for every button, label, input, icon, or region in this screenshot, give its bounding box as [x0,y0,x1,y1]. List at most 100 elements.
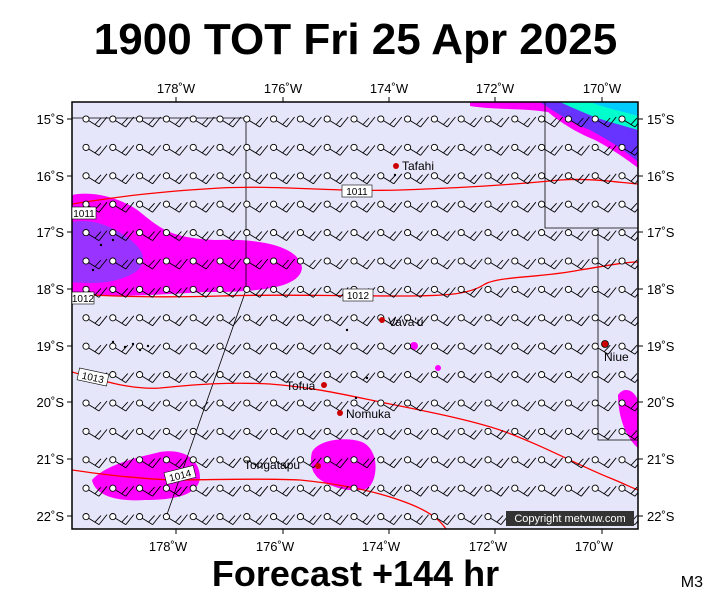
wind-barb-icon [243,257,269,270]
wind-barb-icon [136,342,161,355]
island-dots [91,173,397,400]
wind-barb-icon [296,257,322,270]
lat-label-left-20s: 20˚S [37,395,65,410]
wind-barb-icon [404,484,429,497]
wind-barb-icon [457,427,483,440]
wind-barb-icon [457,513,483,525]
wind-barb-icon [457,229,483,241]
wind-barb-icon [538,257,563,270]
lat-label-right-19s: 19˚S [647,339,675,354]
place-dot-icon [393,163,399,169]
wind-barb-icon [404,115,429,128]
wind-barb-icon [591,342,617,355]
wind-barb-icon [270,399,295,412]
svg-text:1012: 1012 [347,291,370,302]
wind-barb-icon [216,399,242,412]
lat-label-right-16s: 16˚S [647,169,675,184]
wind-barb-icon [457,456,483,469]
wind-barb-icon [564,172,590,185]
wind-barb-icon [109,399,135,412]
wind-barb-icon [270,172,295,185]
wind-barb-icon [430,513,456,525]
wind-barb-icon [404,229,429,241]
wind-barb-icon [162,229,188,241]
wind-barb-icon [591,200,617,213]
wind-barb-icon [136,513,161,525]
lat-label-left-21s: 21˚S [37,452,65,467]
wind-barb-icon [82,456,108,469]
wind-barb-icon [216,200,242,213]
wind-barb-icon [484,143,510,156]
wind-barb-icon [430,484,456,497]
wind-barb-icon [457,314,483,327]
forecast-label: Forecast +144 hr [211,553,500,594]
wind-barb-icon [377,371,403,383]
wind-barb-icon [323,371,349,383]
wind-barb-icon [162,427,188,440]
wind-barb-icon [136,399,161,412]
wind-barb-icon [430,371,456,383]
wind-barb-icon [270,143,295,156]
wind-barb-icon [296,427,322,440]
wind-barb-icon [323,229,349,241]
svg-text:Nomuka: Nomuka [346,407,391,421]
wind-barb-icon [189,513,215,525]
wind-barb-icon [618,143,638,156]
wind-barb-icon [618,200,638,213]
wind-barb-icon [296,172,322,185]
wind-barb-icon [136,257,161,270]
wind-barb-icon [270,484,295,497]
wind-barb-icon [618,342,638,355]
wind-barb-icon [109,371,135,383]
svg-text:Tongatapu: Tongatapu [244,458,300,472]
isobar-label-1012-west: 1012 [71,291,95,305]
lon-label-top-178w: 178˚W [157,81,196,96]
wind-barb-icon [162,484,188,497]
wind-barb-icon [323,342,349,355]
isobar-label-1013: 1013 [76,367,110,387]
wind-barb-icon [296,456,322,469]
lon-label-top-176w: 176˚W [264,81,303,96]
axis-ticks [67,97,643,534]
wind-barb-icon [162,285,188,298]
wind-barb-icon [618,484,638,497]
wind-barb-icon [323,427,349,440]
wind-barb-icon [82,229,108,241]
wind-barb-icon [216,115,242,128]
place-dot-icon [601,340,609,348]
wind-barb-icon [377,257,403,270]
wind-barb-icon [136,427,161,440]
wind-barb-icon [591,399,617,412]
wind-barb-icon [511,257,537,270]
wind-barb-icon [564,314,590,327]
wind-barbs [82,115,638,525]
wind-barb-icon [82,513,108,525]
wind-barb-icon [484,115,510,128]
wind-barb-icon [270,371,295,383]
wind-barb-icon [162,513,188,525]
wind-barb-icon [511,456,537,469]
wind-barb-icon [430,399,456,412]
wind-barb-icon [109,229,135,241]
wind-barb-icon [564,285,590,298]
place-dot-icon [379,317,385,323]
wind-barb-icon [457,342,483,355]
lat-label-left-19s: 19˚S [37,339,65,354]
wind-barb-icon [109,484,135,497]
wind-barb-icon [109,513,135,525]
wind-barb-icon [538,172,563,185]
wind-barb-icon [350,172,376,185]
wind-barb-icon [136,456,161,469]
wind-barb-icon [216,285,242,298]
wind-barb-icon [296,513,322,525]
wind-barb-icon [323,143,349,156]
wind-barb-icon [109,314,135,327]
wind-barb-icon [538,427,563,440]
wind-barb-icon [189,115,215,128]
wind-barb-icon [350,143,376,156]
wind-barb-icon [404,143,429,156]
place-vavau: Vava'u [379,315,423,329]
wind-barb-icon [189,143,215,156]
wind-barb-icon [377,172,403,185]
wind-barb-icon [457,200,483,213]
